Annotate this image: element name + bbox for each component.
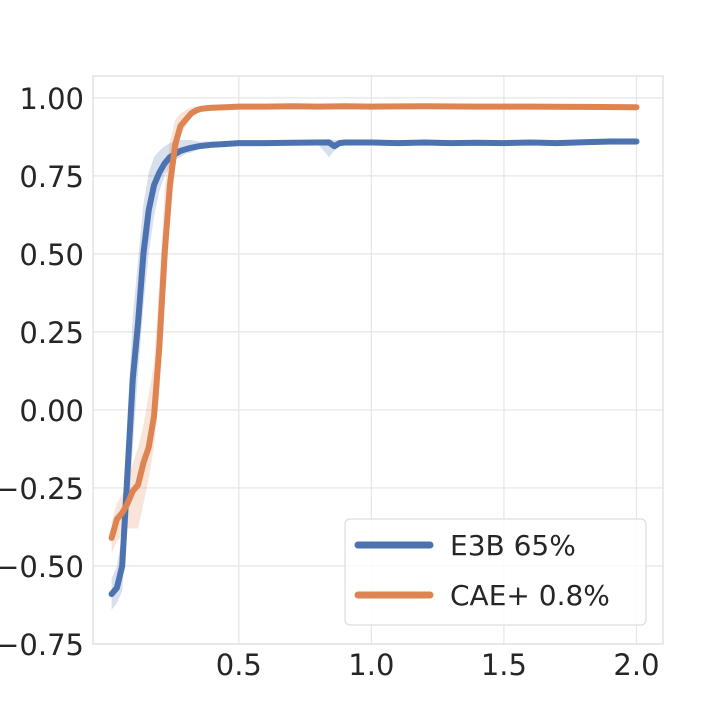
legend: E3B 65% CAE+ 0.8% [344, 518, 647, 626]
x-tick-label: 0.5 [216, 648, 262, 682]
grid [93, 76, 663, 645]
y-tick-label: 1.00 [19, 82, 84, 116]
y-tick-label: 0.25 [19, 316, 84, 350]
y-tick-label: −0.50 [0, 550, 84, 584]
y-tick-label: −0.75 [0, 628, 84, 662]
series-lines [108, 103, 640, 598]
y-tick-label: 0.00 [19, 394, 84, 428]
y-tick-label: 0.75 [19, 160, 84, 194]
y-tick-label: 0.50 [19, 238, 84, 272]
legend-label-cae: CAE+ 0.8% [450, 579, 610, 612]
y-axis-tick-labels: −0.75 −0.50 −0.25 0.00 0.25 0.50 0.75 1.00 [0, 82, 84, 662]
y-tick-label: −0.25 [0, 472, 84, 506]
x-axis-tick-labels: 0.5 1.0 1.5 2.0 [216, 648, 660, 682]
x-tick-label: 2.0 [613, 648, 659, 682]
plot-area-frame [92, 75, 664, 645]
series-line-e3b [108, 138, 640, 598]
x-tick-label: 1.0 [348, 648, 394, 682]
series-line-cae [108, 103, 640, 541]
x-tick-label: 1.5 [481, 648, 527, 682]
legend-label-e3b: E3B 65% [450, 529, 576, 562]
